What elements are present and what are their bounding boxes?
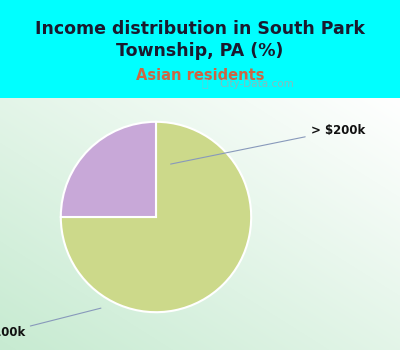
Text: Income distribution in South Park
Township, PA (%): Income distribution in South Park Townsh… — [35, 20, 365, 60]
Text: City-Data.com: City-Data.com — [219, 79, 294, 89]
Wedge shape — [61, 122, 251, 312]
Text: Asian residents: Asian residents — [136, 68, 264, 83]
Text: ⓘ: ⓘ — [202, 79, 208, 89]
Text: > $200k: > $200k — [171, 124, 365, 164]
Text: $100k: $100k — [0, 308, 101, 339]
Wedge shape — [61, 122, 156, 217]
